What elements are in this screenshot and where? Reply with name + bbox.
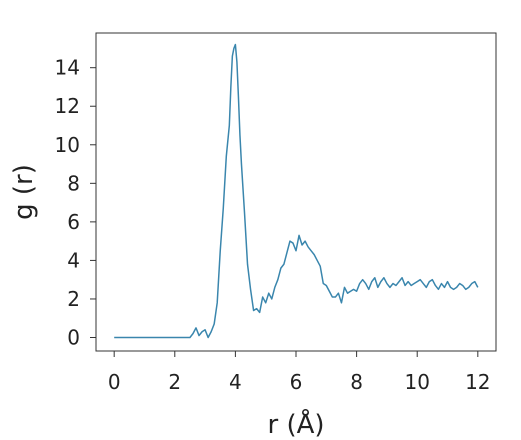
plot-frame bbox=[95, 32, 497, 352]
y-axis-label: g (r) bbox=[9, 164, 39, 220]
x-tick-label: 12 bbox=[465, 370, 490, 394]
x-tick-label: 2 bbox=[168, 370, 181, 394]
y-tick-label: 12 bbox=[55, 94, 80, 118]
y-tick-label: 8 bbox=[67, 171, 80, 195]
x-axis-ticks: 0 2 4 6 8 10 12 bbox=[108, 351, 491, 394]
x-tick-label: 0 bbox=[108, 370, 121, 394]
y-tick-label: 4 bbox=[67, 248, 80, 272]
y-tick-label: 2 bbox=[67, 287, 80, 311]
y-tick-label: 10 bbox=[55, 133, 80, 157]
x-axis-label: r (Å) bbox=[267, 408, 324, 440]
series-line bbox=[114, 43, 479, 339]
y-tick-label: 0 bbox=[67, 326, 80, 350]
y-tick-label: 14 bbox=[55, 56, 80, 80]
y-tick-label: 6 bbox=[67, 210, 80, 234]
y-axis-ticks: 0 2 4 6 8 10 12 14 bbox=[55, 56, 96, 350]
x-tick-label: 10 bbox=[404, 370, 429, 394]
x-tick-label: 6 bbox=[290, 370, 303, 394]
x-tick-label: 4 bbox=[229, 370, 242, 394]
x-tick-label: 8 bbox=[350, 370, 363, 394]
